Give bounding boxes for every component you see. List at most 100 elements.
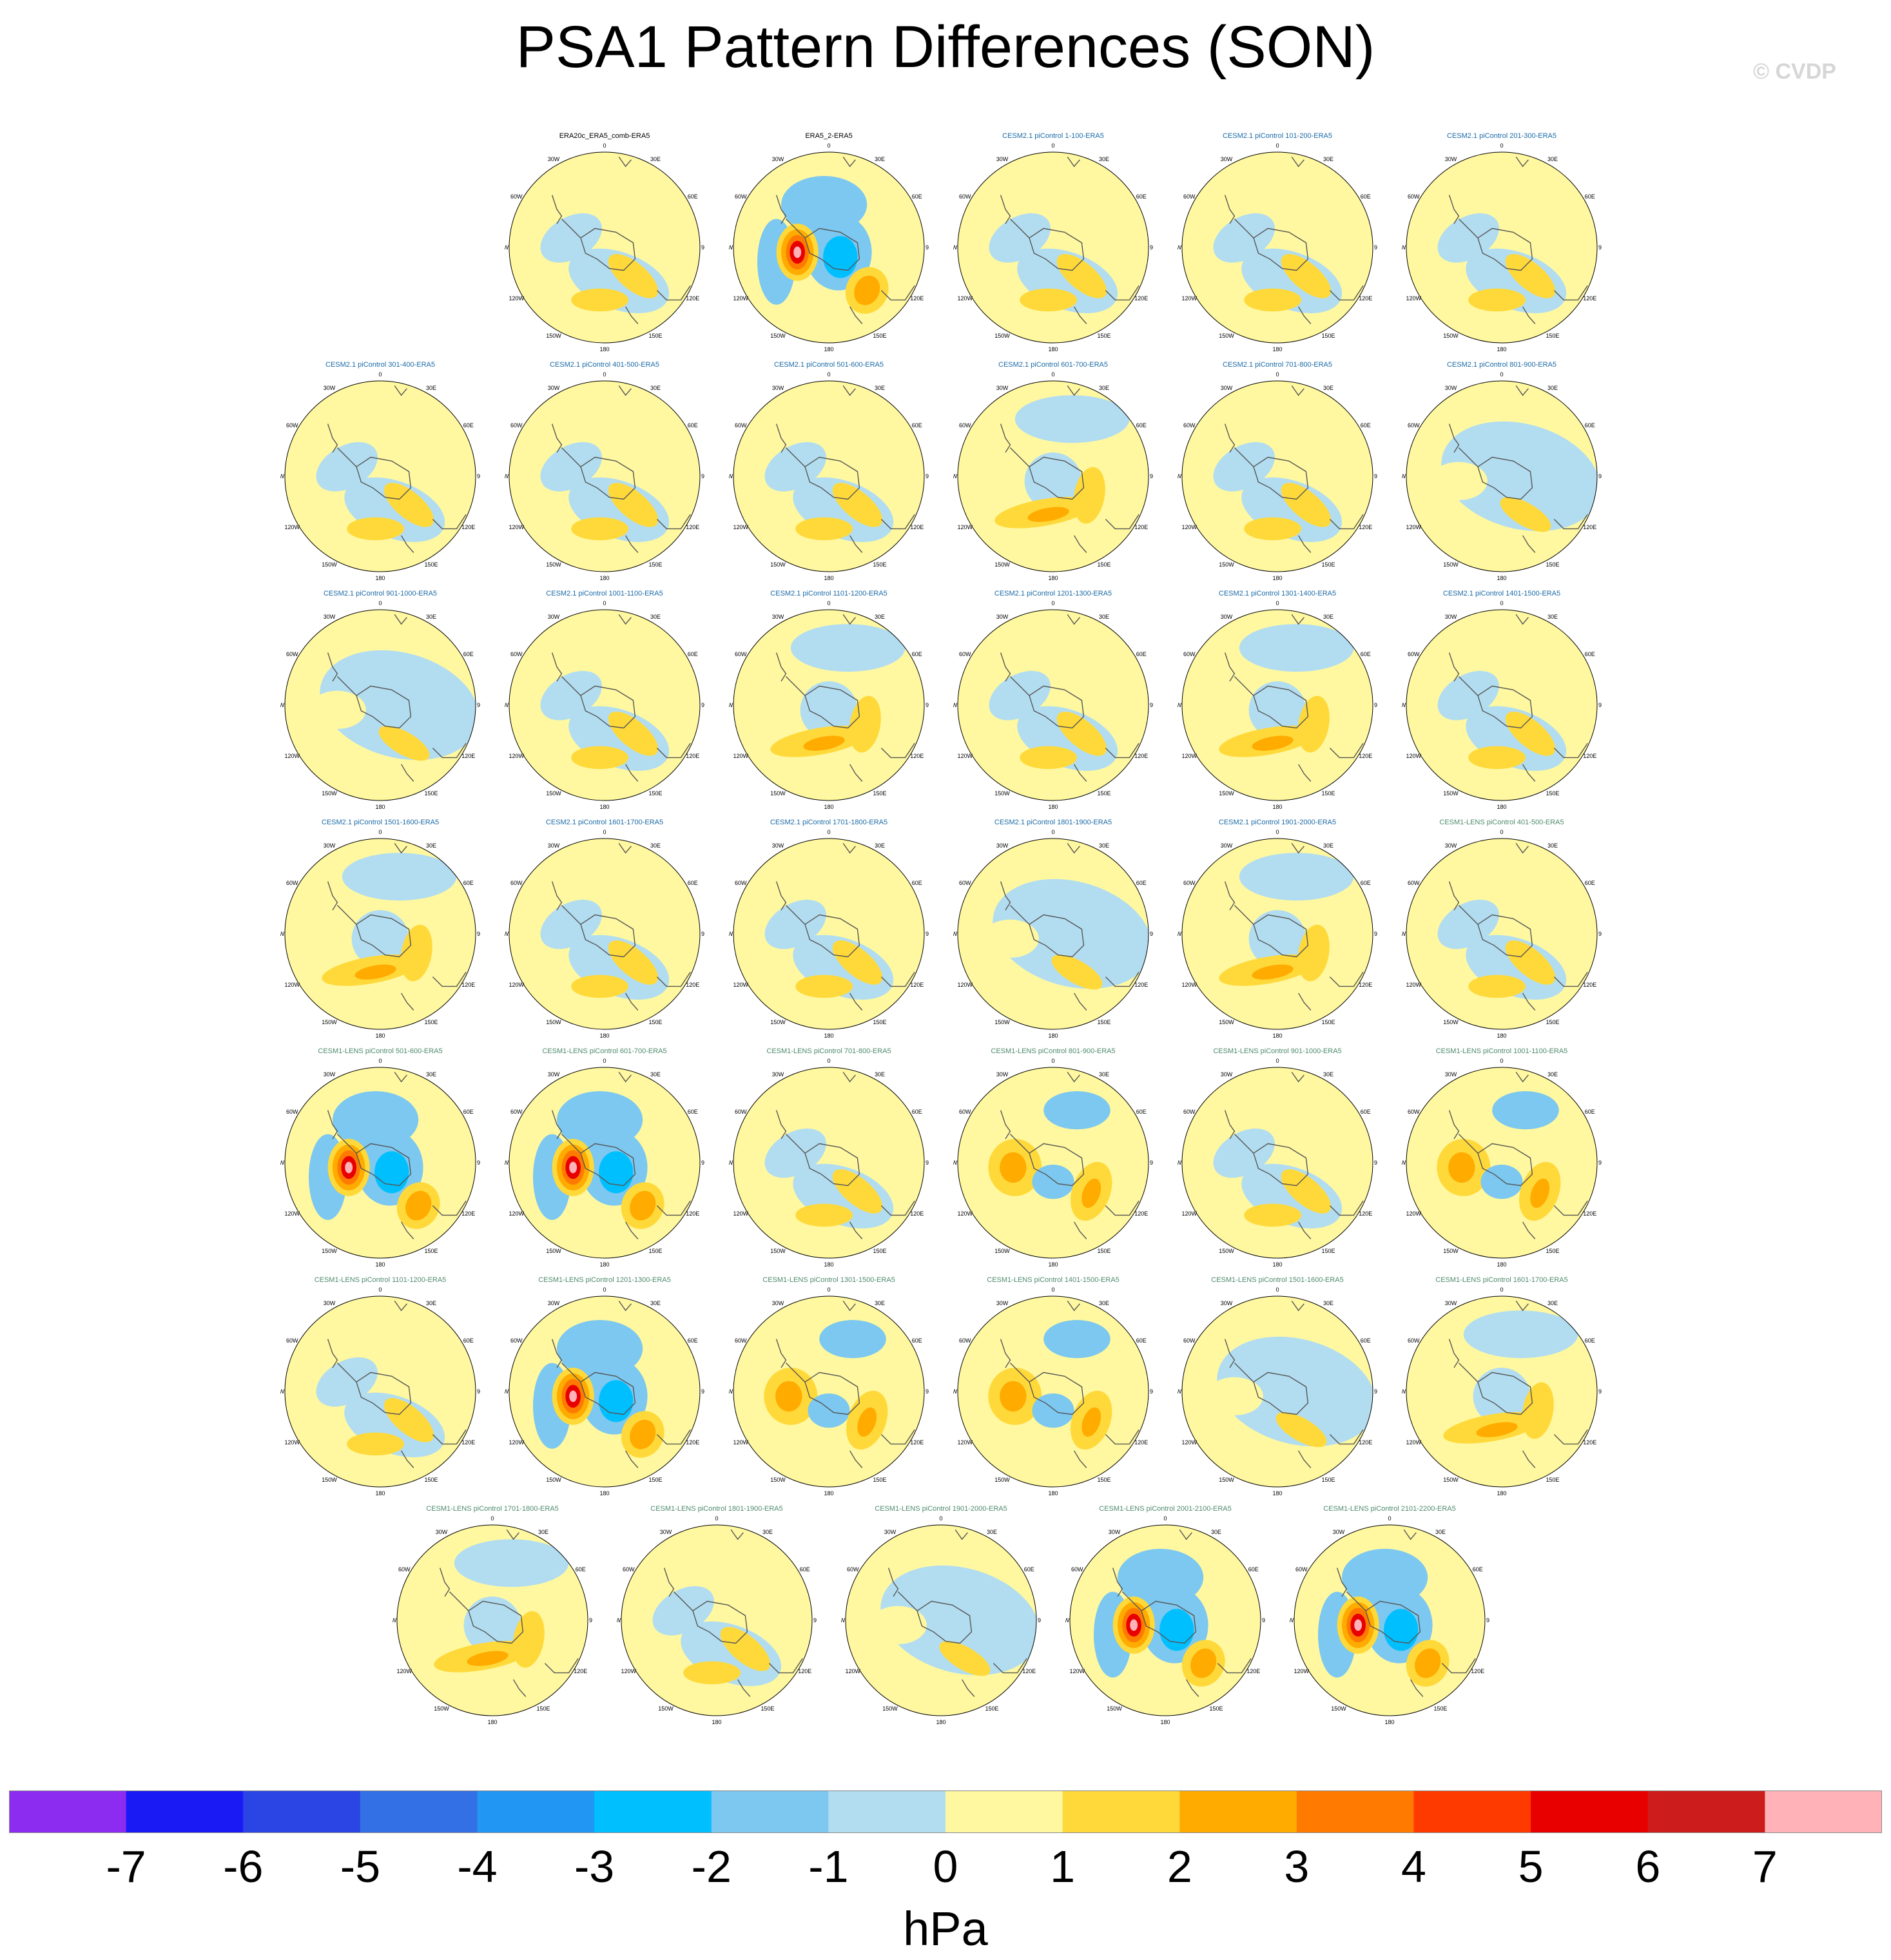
polar-map: 0 30E 60E 90E 120E 150E 180 150W 120W 90W 60W 30W (1178, 1058, 1377, 1268)
polar-map: 0 30E 60E 90E 120E 150E 180 150W 120W 90W 60W 30W (953, 142, 1153, 353)
longitude-label: 120W (957, 295, 973, 302)
longitude-label: 30W (324, 385, 336, 391)
longitude-label: 30W (1333, 1529, 1345, 1535)
longitude-label: 60W (735, 1109, 747, 1115)
coastline (551, 1339, 563, 1368)
coastline (804, 914, 860, 958)
map-background (958, 610, 1149, 800)
longitude-label: 0 (1051, 600, 1054, 606)
longitude-label: 90W (1178, 1388, 1182, 1395)
longitude-label: 30E (426, 614, 436, 620)
contour-region (1244, 288, 1301, 312)
longitude-label: 60W (1408, 1337, 1420, 1344)
coastline (1291, 1300, 1304, 1312)
coastline (1253, 456, 1309, 500)
contour-region (1081, 1407, 1101, 1437)
longitude-label: 120W (1406, 1210, 1421, 1217)
polar-map: 0 30E 60E 90E 120E 150E 180 150W 120W 90W 60W 30W (505, 1058, 704, 1268)
coastline (775, 1110, 787, 1140)
longitude-label: 30E (1099, 1300, 1109, 1306)
coastline (849, 1221, 863, 1239)
coastline (400, 535, 414, 553)
longitude-label: 90E (477, 931, 480, 937)
coastline (804, 228, 860, 271)
longitude-label: 30W (772, 1071, 784, 1078)
panel-title: CESM1-LENS piControl 1801-1900-ERA5 (650, 1505, 783, 1513)
contour-region (1505, 940, 1556, 985)
panel-title: ERA5_2-ERA5 (805, 132, 853, 140)
contour-region (832, 1169, 883, 1214)
map-panel: ERA5_2-ERA5 0 30E 60E 90E 120E 150E 180 150W 120W… (729, 132, 929, 353)
longitude-label: 90E (1486, 1617, 1489, 1624)
map-border (1406, 1295, 1598, 1488)
panel-title: CESM2.1 piControl 1001-1100-ERA5 (546, 590, 663, 597)
longitude-label: 30E (875, 842, 885, 849)
contour-region (800, 681, 858, 739)
coastline (785, 1134, 806, 1154)
panel-title: CESM1-LENS piControl 1301-1500-ERA5 (762, 1276, 895, 1284)
contour-region (1505, 254, 1556, 298)
longitude-label: 150E (424, 1248, 438, 1254)
coastline (432, 514, 467, 530)
coastline (394, 385, 407, 396)
coastline (506, 1529, 519, 1540)
longitude-label: 180 (1160, 1719, 1170, 1725)
panel-title: CESM2.1 piControl 501-600-ERA5 (774, 361, 884, 369)
coastline (842, 156, 856, 168)
longitude-label: 30W (324, 1300, 336, 1306)
coastline (1121, 1591, 1142, 1611)
longitude-label: 150W (546, 790, 561, 797)
longitude-label: 180 (1272, 346, 1282, 353)
map-background (621, 1525, 812, 1716)
map-panel: CESM1-LENS piControl 701-800-ERA5 0 30E 60E… (729, 1047, 929, 1268)
coastline (1073, 1450, 1087, 1468)
longitude-label: 150W (1443, 333, 1459, 339)
longitude-label: 120W (284, 982, 300, 988)
map-background (733, 381, 924, 572)
map-border (284, 609, 476, 801)
coastline (625, 993, 639, 1011)
map-panel: CESM2.1 piControl 301-400-ERA5 0 30E 60E 90E… (280, 361, 480, 581)
panel-title: CESM2.1 piControl 201-300-ERA5 (1447, 132, 1556, 140)
coastline (1029, 456, 1085, 500)
coastline (1009, 1363, 1030, 1383)
map-border (1181, 151, 1373, 344)
longitude-label: 30W (884, 1529, 897, 1535)
longitude-label: 150E (1097, 1019, 1110, 1025)
longitude-label: 30E (1323, 614, 1333, 620)
colorbar-swatch (126, 1790, 244, 1833)
longitude-label: 120E (1134, 1210, 1148, 1217)
coastline (880, 514, 915, 530)
longitude-label: 150W (1219, 790, 1234, 797)
contour-region (880, 1565, 1036, 1676)
contour-region (1473, 1368, 1531, 1425)
longitude-label: 30W (1445, 156, 1457, 162)
polar-map: 0 30E 60E 90E 120E 150E 180 150W 120W 90W 60W 30W (953, 371, 1153, 581)
contour-region (599, 1151, 634, 1194)
coastline (880, 1429, 915, 1445)
longitude-label: 60W (1408, 1109, 1420, 1115)
longitude-label: 120E (686, 1210, 699, 1217)
longitude-label: 30W (1221, 156, 1233, 162)
longitude-label: 150W (770, 1019, 786, 1025)
coastline (1253, 1372, 1309, 1415)
longitude-label: 60W (847, 1566, 859, 1573)
polar-map: 0 30E 60E 90E 120E 150E 180 150W 120W 90W 60W 30W (1178, 829, 1377, 1039)
longitude-label: 60E (1136, 1337, 1147, 1344)
coastline (1297, 535, 1312, 553)
contour-region (857, 1407, 877, 1437)
contour-region (1213, 213, 1275, 263)
polar-map: 0 30E 60E 90E 120E 150E 180 150W 120W 90W 60W 30W (1178, 142, 1377, 353)
longitude-label: 90W (505, 702, 509, 708)
longitude-label: 0 (1275, 1286, 1279, 1293)
coastline (1291, 1071, 1304, 1083)
colorbar-tick-label: -6 (223, 1841, 263, 1892)
coastline (1522, 306, 1536, 324)
longitude-label: 120W (733, 524, 748, 530)
map-panel: CESM2.1 piControl 1501-1600-ERA5 0 30E 60E 9… (280, 819, 480, 1039)
longitude-label: 60W (1183, 193, 1196, 200)
colorbar-swatch (9, 1790, 127, 1833)
map-background (1406, 1067, 1597, 1258)
colorbar-tick-label: -1 (808, 1841, 848, 1892)
contour-region (351, 910, 409, 967)
